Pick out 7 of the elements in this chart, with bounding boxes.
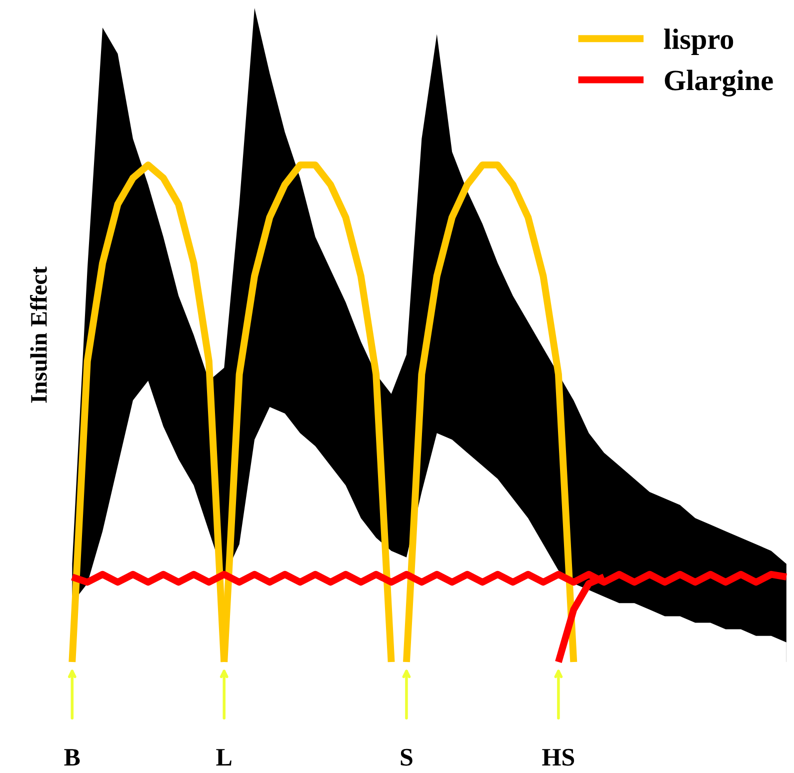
x-tick-label: L	[216, 749, 232, 766]
x-tick-label: HS	[542, 748, 574, 766]
legend-label: Glargine	[664, 70, 773, 96]
y-axis-title: Insulin Effect	[30, 266, 47, 403]
legend-label: lispro	[664, 28, 734, 56]
x-tick-label: B	[64, 749, 80, 766]
x-tick-label: S	[400, 748, 412, 766]
